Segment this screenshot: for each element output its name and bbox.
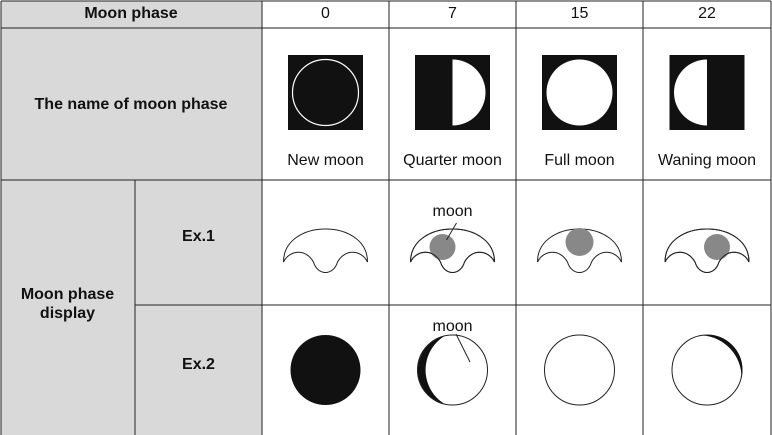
phase-name: Quarter moon (403, 152, 502, 169)
phase-name: Full moon (544, 152, 614, 169)
ex2-new (291, 335, 361, 405)
new-moon-icon (288, 55, 363, 130)
full-moon-icon (542, 55, 617, 130)
header-label: Moon phase (84, 5, 177, 22)
phase-number: 7 (448, 5, 457, 22)
phase-name: Waning moon (658, 152, 756, 169)
ex2-waning (672, 335, 742, 405)
ex1-quarter (411, 223, 495, 273)
waning-moon-icon (670, 55, 745, 130)
table-graphics: Moon phase 0 7 15 22 The name of moon ph… (0, 0, 772, 435)
ex1-new (284, 229, 368, 273)
quarter-moon-icon (415, 55, 490, 130)
moon-annotation: moon (432, 203, 472, 220)
ex2-full (545, 335, 615, 405)
phase-number: 22 (698, 5, 716, 22)
example-label: Ex.2 (182, 356, 215, 373)
ex1-waning (665, 229, 749, 273)
phase-number: 0 (321, 5, 330, 22)
row-label: The name of moon phase (35, 96, 228, 113)
ex1-full (538, 228, 622, 273)
moon-annotation: moon (432, 318, 472, 335)
example-label: Ex.1 (182, 228, 215, 245)
phase-number: 15 (571, 5, 589, 22)
moon-phase-table: Moon phase 0 7 15 22 The name of moon ph… (0, 0, 772, 435)
phase-name: New moon (287, 152, 363, 169)
ex2-quarter (418, 334, 488, 405)
section-label: Moon phase display (10, 285, 125, 323)
